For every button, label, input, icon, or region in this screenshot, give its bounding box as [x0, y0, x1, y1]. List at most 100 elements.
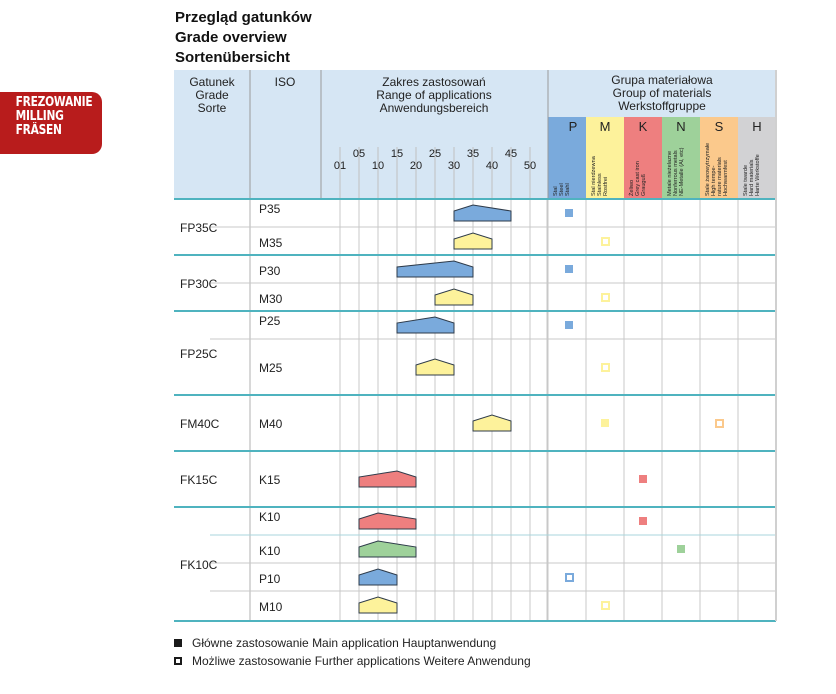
main-application-marker: [639, 517, 647, 525]
application-range-shape-k10: [358, 540, 417, 558]
header-grade-label: Sorte: [198, 101, 227, 115]
iso-label: P10: [259, 572, 281, 586]
hollow-square-icon: [174, 657, 182, 665]
further-application-marker: [601, 293, 610, 302]
legend-text-further: Możliwe zastosowanie Further application…: [192, 654, 531, 668]
badge-line-de: FRÄSEN: [15, 123, 62, 138]
material-code-n: N: [676, 119, 685, 134]
legend-item-main: Główne zastosowanie Main application Hau…: [174, 634, 531, 652]
application-range-shape-m40: [472, 414, 512, 432]
material-column-s: [700, 117, 738, 199]
further-application-marker: [715, 419, 724, 428]
application-range-shape-k15: [358, 470, 417, 488]
material-desc-k: Żeliwo: [628, 180, 635, 196]
iso-label: P25: [259, 314, 281, 328]
badge-line-pl: FREZOWANIE: [15, 95, 93, 110]
material-column-p: [548, 117, 586, 199]
iso-label: P35: [259, 202, 281, 216]
grade-label: FP30C: [180, 277, 218, 291]
legend-text-main: Główne zastosowanie Main application Hau…: [192, 636, 497, 650]
grade-label: FK15C: [180, 473, 218, 487]
iso-label: K10: [259, 510, 281, 524]
material-desc-s: Stale żarowytrzymałe: [705, 143, 711, 196]
material-code-k: K: [639, 119, 648, 134]
material-desc-p: Stahl: [565, 183, 571, 196]
legend: Główne zastosowanie Main application Hau…: [174, 634, 531, 670]
material-desc-n: NE-Metalle (Al, etc): [679, 147, 685, 196]
application-range-shape-p35: [453, 204, 512, 222]
section-badge-milling: FREZOWANIE MILLING FRÄSEN: [0, 92, 102, 154]
application-range-shape-m35: [453, 232, 493, 250]
material-code-p: P: [569, 119, 578, 134]
material-desc-m: Rostfrei: [603, 177, 609, 196]
further-application-marker: [601, 237, 610, 246]
application-range-shape-m25: [415, 358, 455, 376]
application-range-shape-p25: [396, 316, 455, 334]
legend-item-further: Możliwe zastosowanie Further application…: [174, 652, 531, 670]
page-title: Przegląd gatunków Grade overview Sortenü…: [175, 8, 312, 68]
iso-label: M35: [259, 236, 283, 250]
badge-line-en: MILLING: [15, 109, 64, 124]
application-range-shape-p30: [396, 260, 474, 278]
material-column-n: [662, 117, 700, 199]
material-desc-n: Metale nieżelazne: [667, 151, 673, 196]
iso-label: M30: [259, 292, 283, 306]
header-grade-label: Gatunek: [189, 75, 235, 89]
material-desc-s: High tempe-: [711, 165, 717, 196]
grade-label: FP35C: [180, 221, 218, 235]
material-code-s: S: [715, 119, 724, 134]
further-application-marker: [565, 573, 574, 582]
iso-label: P30: [259, 264, 281, 278]
material-desc-m: Stainless: [597, 173, 603, 196]
header-background: [174, 70, 548, 199]
iso-label: M40: [259, 417, 283, 431]
material-column-h: [738, 117, 776, 199]
main-application-marker: [565, 265, 573, 273]
main-application-marker: [565, 321, 573, 329]
main-application-marker: [565, 209, 573, 217]
material-desc-h: Stale twarde: [743, 165, 749, 196]
iso-label: K15: [259, 473, 281, 487]
header-range-label: Range of applications: [376, 88, 491, 102]
title-pl: Przegląd gatunków: [175, 9, 312, 26]
material-desc-n: Nonferrous metals: [673, 150, 679, 196]
header-range-label: Zakres zastosowań: [382, 75, 485, 89]
header-grade-label: Grade: [195, 88, 229, 102]
further-application-marker: [601, 363, 610, 372]
header-iso-label: ISO: [275, 75, 296, 89]
header-materials-label: Werkstoffgruppe: [618, 99, 706, 113]
main-application-marker: [677, 545, 685, 553]
material-desc-h: Harte Werkstoffe: [755, 154, 761, 196]
header-materials-label: Group of materials: [613, 86, 712, 100]
iso-label: M10: [259, 600, 283, 614]
main-application-marker: [639, 475, 647, 483]
material-column-m: [586, 117, 624, 199]
application-range-shape-m30: [434, 288, 474, 306]
material-column-k: [624, 117, 662, 199]
title-de: Sortenübersicht: [175, 49, 291, 66]
further-application-marker: [601, 601, 610, 610]
grade-label: FP25C: [180, 347, 218, 361]
filled-square-icon: [174, 639, 182, 647]
material-desc-k: Grauguß: [641, 173, 647, 196]
header-range-label: Anwendungsbereich: [380, 101, 489, 115]
header-materials-label: Grupa materiałowa: [611, 73, 713, 87]
materials-header-background: [548, 70, 776, 117]
grade-label: FM40C: [180, 417, 220, 431]
grade-label: FK10C: [180, 558, 218, 572]
main-application-marker: [601, 419, 609, 427]
material-desc-p: Stal: [553, 186, 559, 196]
application-range-shape-p10: [358, 568, 398, 586]
material-desc-m: Stal nierdzewna: [591, 155, 597, 196]
material-desc-p: Steel: [559, 183, 565, 196]
iso-label: M25: [259, 361, 283, 375]
material-desc-s: Hochwarmfest: [723, 160, 729, 196]
material-desc-s: rature materials: [717, 157, 723, 196]
material-code-h: H: [752, 119, 761, 134]
material-desc-k: Grey cast iron: [635, 161, 641, 196]
application-range-shape-m10: [358, 596, 398, 614]
iso-label: K10: [259, 544, 281, 558]
material-code-m: M: [600, 119, 611, 134]
material-desc-h: Hard materials: [749, 159, 755, 196]
